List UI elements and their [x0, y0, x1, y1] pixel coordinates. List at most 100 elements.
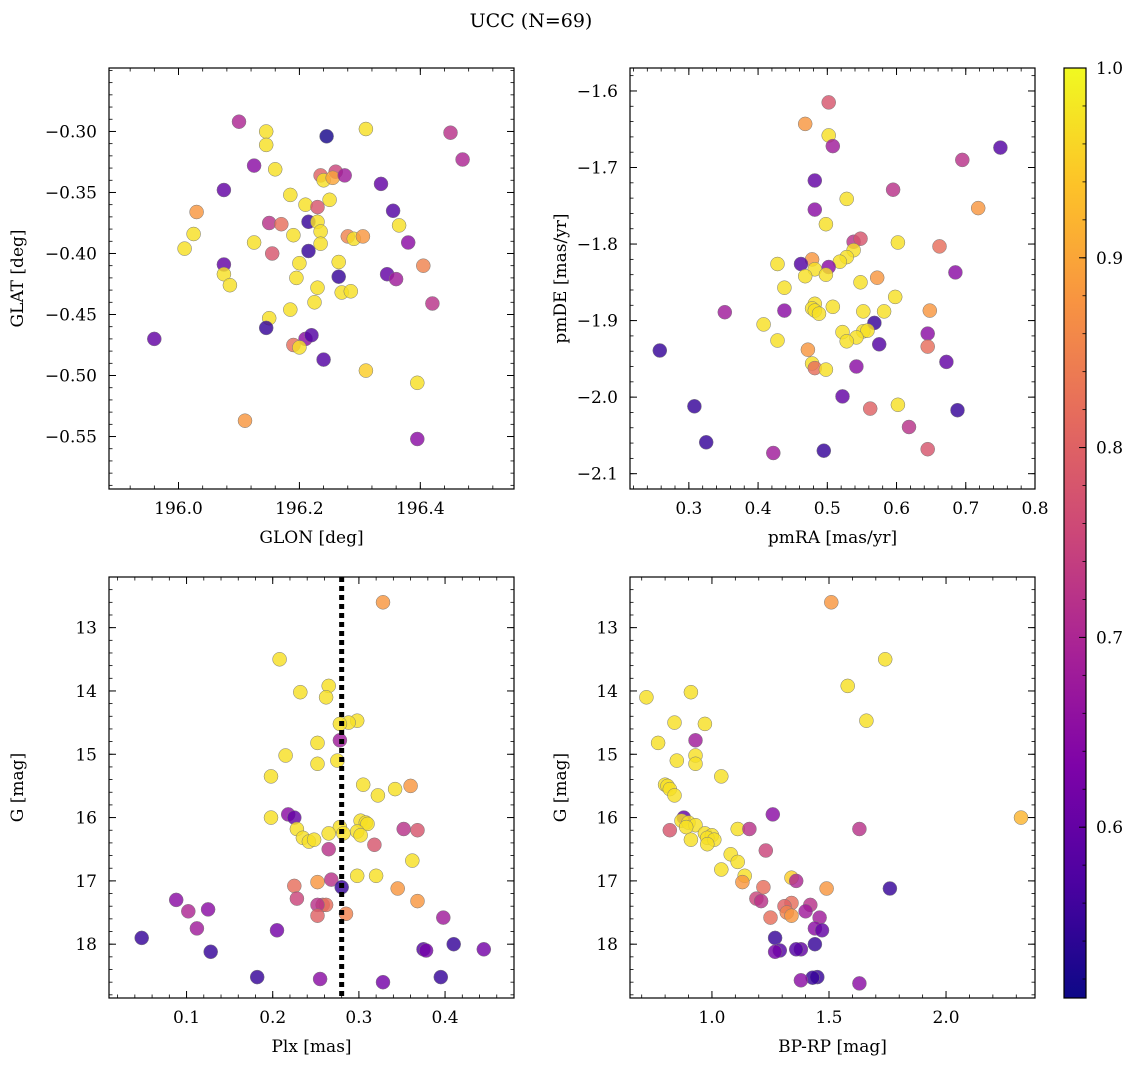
data-point	[955, 152, 970, 168]
data-point	[818, 267, 834, 282]
data-point	[355, 777, 371, 792]
ticks-pmra-pmde: 0.3 0.4 0.5 0.6 0.7 0.8 −2.1 −2.0 −1.9 −1.8 −1.7 −1…	[577, 68, 1049, 519]
data-point	[683, 832, 699, 847]
data-point	[788, 942, 804, 957]
data-point	[800, 342, 816, 357]
data-point	[373, 176, 389, 192]
data-point	[758, 843, 774, 858]
x-tick-label: 196.2	[275, 499, 324, 519]
y-tick-label: −0.40	[45, 244, 97, 264]
data-point	[793, 973, 809, 988]
data-point	[807, 173, 823, 188]
y-tick-label: −1.6	[577, 82, 618, 102]
data-point	[840, 678, 855, 694]
data-point	[375, 595, 391, 610]
data-point	[877, 652, 893, 667]
data-point	[763, 910, 778, 925]
data-point	[321, 841, 336, 857]
data-point	[818, 362, 834, 377]
data-point	[639, 690, 654, 705]
data-point	[264, 246, 280, 261]
data-point	[237, 413, 253, 428]
x-tick-label: 0.7	[952, 499, 979, 519]
data-point	[283, 187, 298, 203]
data-point	[310, 199, 325, 215]
colorbar-tick-label: 0.8	[1096, 439, 1123, 459]
data-point	[816, 443, 832, 458]
data-point	[283, 302, 298, 317]
data-point	[756, 317, 771, 332]
data-point	[862, 401, 878, 416]
ticks-plx-g: 0.1 0.2 0.3 0.4 13 14 15 16 17 18	[75, 576, 515, 1028]
data-point	[793, 256, 809, 272]
data-point	[293, 684, 308, 700]
data-point	[814, 923, 830, 938]
x-tick-label: 0.1	[173, 1008, 200, 1028]
data-point	[358, 121, 374, 137]
data-point	[688, 756, 703, 772]
data-point	[446, 936, 461, 952]
data-point	[860, 323, 875, 338]
data-point	[325, 170, 340, 186]
data-point	[410, 431, 425, 447]
x-tick-label: 1.5	[815, 1008, 842, 1028]
points-glon-glat	[147, 114, 470, 447]
y-tick-label: 13	[596, 619, 618, 639]
data-point	[993, 140, 1008, 155]
data-point	[216, 182, 232, 198]
data-point	[798, 904, 813, 919]
data-point	[267, 162, 283, 177]
colorbar-tick-label: 1.0	[1096, 59, 1123, 79]
data-point	[697, 716, 713, 732]
data-point	[292, 340, 307, 355]
data-point	[410, 822, 425, 838]
y-axis-label: G [mag]	[8, 753, 28, 822]
y-tick-label: 18	[596, 935, 618, 955]
points-plx-g	[134, 595, 492, 990]
data-point	[777, 280, 792, 295]
x-tick-label: 0.4	[432, 1008, 459, 1028]
data-point	[312, 971, 328, 987]
panel-pmra-pmde: 0.3 0.4 0.5 0.6 0.7 0.8 −2.1 −2.0 −1.9 −1.8 −1.7 −1…	[551, 67, 1049, 548]
data-point	[1013, 810, 1029, 825]
data-point	[134, 930, 149, 946]
data-point	[753, 893, 769, 909]
data-point	[258, 124, 274, 139]
data-point	[301, 243, 316, 259]
data-point	[970, 200, 986, 216]
data-point	[410, 893, 425, 909]
data-point	[667, 715, 682, 730]
colorbar-tick-label: 0.6	[1096, 818, 1123, 838]
data-point	[730, 854, 745, 870]
x-tick-label: 196.0	[154, 499, 203, 519]
data-point	[177, 241, 192, 256]
data-point	[882, 881, 898, 896]
y-tick-label: 17	[596, 872, 618, 892]
data-point	[821, 95, 836, 110]
data-point	[652, 343, 668, 358]
data-point	[756, 879, 771, 895]
data-point	[811, 306, 827, 321]
data-point	[263, 769, 279, 784]
data-point	[246, 158, 262, 173]
data-point	[683, 684, 699, 700]
data-point	[455, 152, 470, 167]
data-point	[355, 229, 371, 244]
data-point	[200, 902, 216, 917]
data-point	[272, 652, 287, 667]
data-point	[396, 821, 411, 837]
x-axis-label: Plx [mas]	[271, 1037, 351, 1057]
data-point	[849, 359, 864, 374]
axes-frame	[629, 67, 1036, 490]
data-point	[400, 235, 416, 250]
data-point	[770, 333, 785, 348]
data-point	[885, 182, 901, 197]
data-point	[358, 363, 374, 378]
ticks-glon-glat: 196.0 196.2 196.4 −0.55 −0.50 −0.45 −0.40 −0.35…	[45, 68, 514, 519]
x-tick-label: 2.0	[933, 1008, 960, 1028]
data-point	[286, 227, 301, 243]
data-point	[246, 235, 262, 250]
data-point	[650, 735, 666, 751]
data-point	[920, 326, 935, 341]
